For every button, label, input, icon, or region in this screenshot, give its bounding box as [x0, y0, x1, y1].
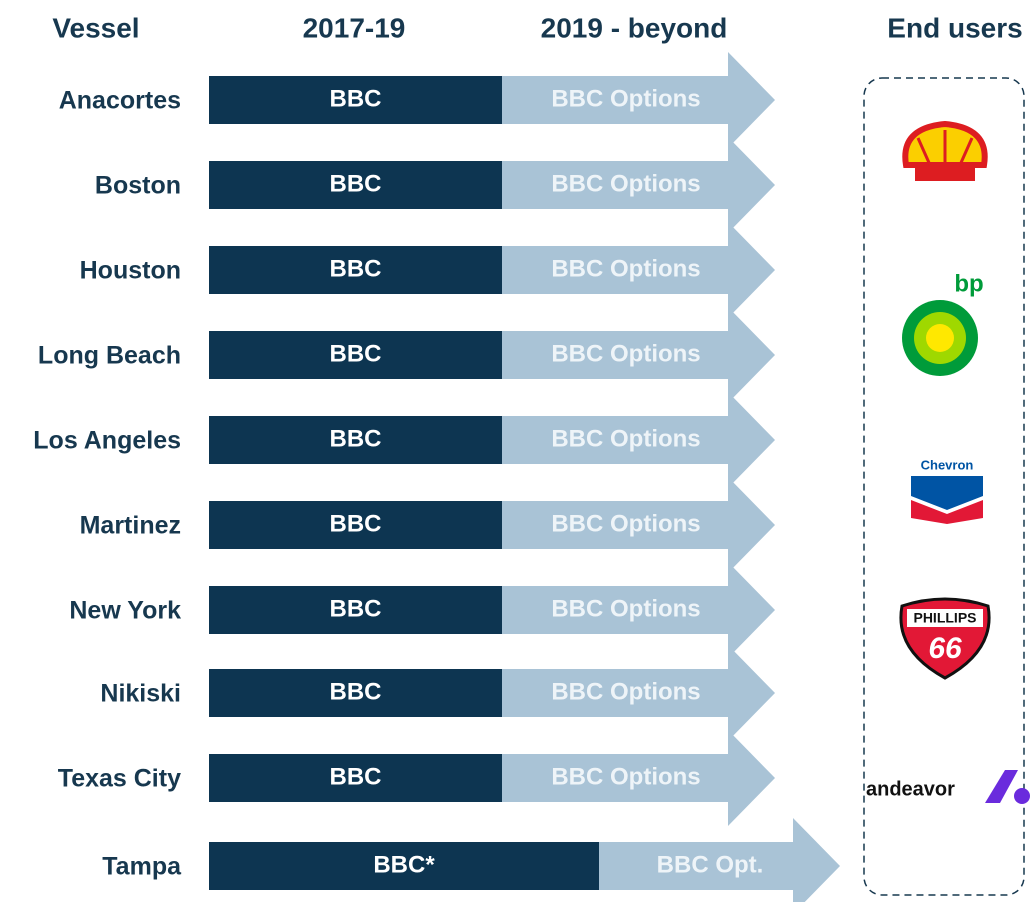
arrow-later: [502, 730, 775, 826]
rows: Anacortes BBC BBC Options Boston BBC BBC Opti…: [33, 52, 840, 902]
andeavor-text: andeavor: [866, 778, 955, 800]
period2-label: BBC Options: [551, 170, 700, 197]
period1-label: BBC: [330, 678, 382, 705]
arrow-later: [502, 645, 775, 741]
period2-label: BBC Options: [551, 678, 700, 705]
shell-logo: [902, 120, 988, 181]
chevron-logo: Chevron: [911, 457, 983, 524]
header: End users: [887, 12, 1022, 43]
period1-label: BBC: [330, 510, 382, 537]
bar-initial: [209, 161, 502, 209]
header: Vessel: [52, 12, 139, 43]
bar-initial: [209, 331, 502, 379]
period1-label: BBC: [330, 170, 382, 197]
bar-initial: [209, 586, 502, 634]
bar-initial: [209, 754, 502, 802]
arrow-later: [502, 562, 775, 658]
vessel-label: Anacortes: [59, 87, 181, 115]
period2-label: BBC Opt.: [657, 851, 764, 878]
period1-label: BBC: [330, 340, 382, 367]
vessel-label: Boston: [95, 172, 181, 200]
vessel-label: Texas City: [58, 765, 181, 793]
bar-initial: [209, 669, 502, 717]
period2-label: BBC Options: [551, 85, 700, 112]
vessel-label: Tampa: [102, 853, 182, 881]
bar-initial: [209, 246, 502, 294]
period2-label: BBC Options: [551, 425, 700, 452]
bp-text: bp: [954, 270, 983, 297]
period1-label: BBC: [330, 255, 382, 282]
period2-label: BBC Options: [551, 340, 700, 367]
vessel-label: Nikiski: [100, 680, 181, 708]
period1-label: BBC: [330, 763, 382, 790]
header: 2019 - beyond: [541, 12, 728, 43]
andeavor-logo: andeavor: [866, 770, 1030, 804]
bp-logo: bp: [902, 270, 984, 376]
arrow-later: [502, 52, 775, 148]
period2-label: BBC Options: [551, 510, 700, 537]
bar-initial: [209, 416, 502, 464]
period2-label: BBC Options: [551, 763, 700, 790]
arrow-later: [502, 477, 775, 573]
arrow-later: [502, 137, 775, 233]
period1-label: BBC*: [373, 851, 435, 878]
period2-label: BBC Options: [551, 255, 700, 282]
period1-label: BBC: [330, 425, 382, 452]
chevron-text: Chevron: [921, 457, 974, 472]
period1-label: BBC: [330, 595, 382, 622]
header: 2017-19: [303, 12, 406, 43]
vessel-label: Martinez: [80, 512, 181, 540]
vessel-label: Long Beach: [38, 342, 181, 370]
phillips-text: PHILLIPS: [913, 610, 976, 626]
arrow-later: [502, 392, 775, 488]
end-users-box: [863, 77, 1025, 896]
vessel-label: New York: [69, 597, 181, 625]
phillips-logo: PHILLIPS 66: [899, 597, 991, 680]
vessel-label: Los Angeles: [33, 427, 181, 455]
arrow-later: [502, 222, 775, 318]
phillips-number: 66: [928, 632, 962, 665]
bar-initial: [209, 501, 502, 549]
bar-initial: [209, 76, 502, 124]
period1-label: BBC: [330, 85, 382, 112]
arrow-later: [599, 818, 840, 902]
bar-initial: [209, 842, 599, 890]
period2-label: BBC Options: [551, 595, 700, 622]
arrow-later: [502, 307, 775, 403]
vessel-label: Houston: [80, 257, 181, 285]
